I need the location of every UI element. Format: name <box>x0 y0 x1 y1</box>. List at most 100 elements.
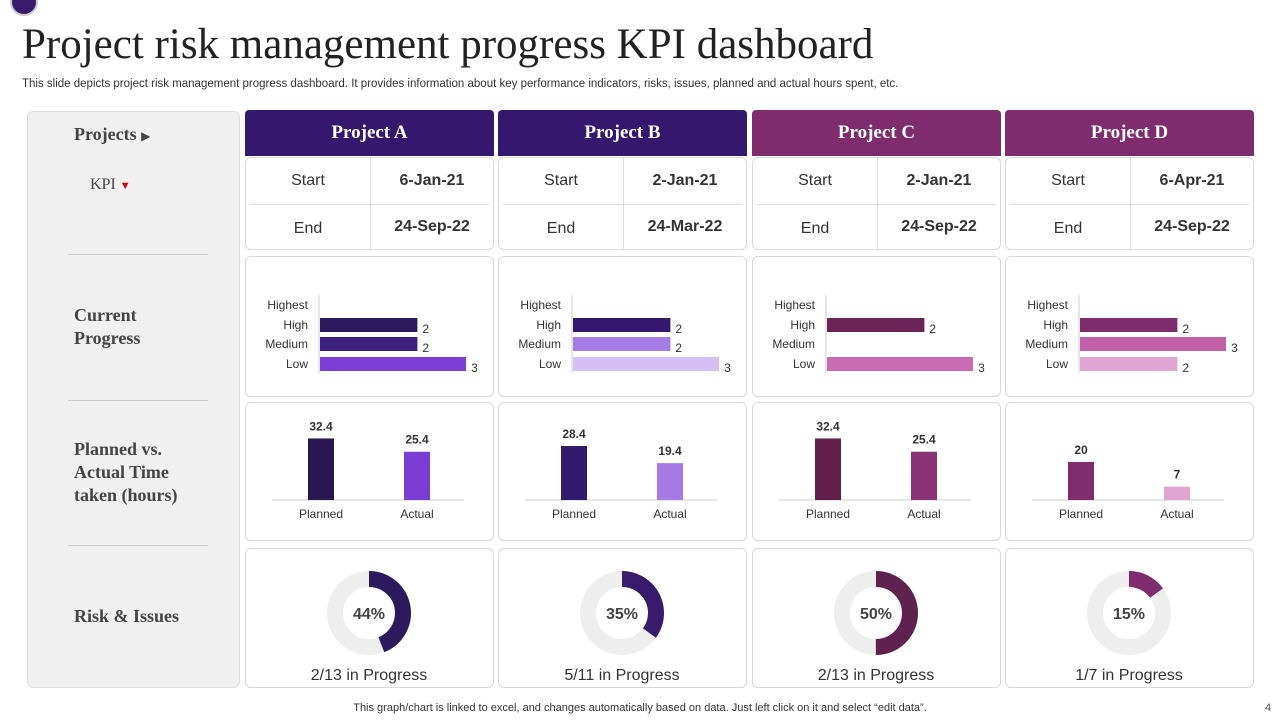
start-label: Start <box>798 172 832 189</box>
value-label: 25.4 <box>912 433 936 447</box>
risk-card: 44% 2/13 in Progress <box>245 548 494 688</box>
category-label: High <box>283 318 308 332</box>
category-label: Medium <box>265 337 308 351</box>
value-label: 3 <box>471 361 478 375</box>
divider <box>68 254 208 255</box>
donut-label: 15% <box>1113 606 1145 623</box>
start-date: 6-Jan-21 <box>399 172 465 189</box>
donut-arc <box>834 571 918 655</box>
progress-card: Highest High 2 Medium 2 Low 3 <box>245 256 494 397</box>
donut-label: 50% <box>860 606 892 623</box>
value-label: 2 <box>422 341 429 355</box>
value-label: 2 <box>675 322 682 336</box>
bar <box>827 318 925 332</box>
donut-arc <box>327 571 411 655</box>
bar <box>1080 357 1178 371</box>
start-date: 2-Jan-21 <box>906 172 972 189</box>
hours-label: Planned vs. Actual Time taken (hours) <box>74 439 178 505</box>
category-label: Highest <box>774 298 815 312</box>
progress-chart: Highest High 2 Medium Low 3 <box>772 295 985 375</box>
category-label: Highest <box>1027 298 1068 312</box>
start-date: 2-Jan-21 <box>652 172 718 189</box>
start-label: Start <box>544 172 578 189</box>
value-label: 25.4 <box>405 433 429 447</box>
project-header: Project B <box>498 110 747 156</box>
h-divider <box>503 204 742 205</box>
bar <box>308 438 334 500</box>
dates-card: Start 6-Apr-21 End 24-Sep-22 <box>1005 157 1254 251</box>
risk-caption: 1/7 in Progress <box>1075 667 1183 684</box>
value-label: 32.4 <box>309 419 333 433</box>
risk-donut: 15% 1/7 in Progress <box>1075 571 1183 684</box>
bar <box>911 451 937 500</box>
subtitle: This slide depicts project risk manageme… <box>22 78 899 90</box>
value-label: 3 <box>978 361 985 375</box>
end-date: 24-Mar-22 <box>647 218 723 235</box>
bar <box>573 318 671 332</box>
category-label: Highest <box>520 298 561 312</box>
bar <box>320 337 418 351</box>
risk-caption: 2/13 in Progress <box>311 667 428 684</box>
category-label: Low <box>1046 357 1068 371</box>
bar <box>404 451 430 500</box>
progress-card: Highest High 2 Medium 2 Low 3 <box>498 256 747 397</box>
donut-arc <box>1087 571 1171 655</box>
category-label: High <box>536 318 561 332</box>
risk-donut: 35% 5/11 in Progress <box>564 571 680 684</box>
value-label: 20 <box>1074 443 1088 457</box>
category-label: Planned <box>1059 507 1103 521</box>
kpi-label: KPI ▼ <box>90 176 131 194</box>
end-label: End <box>1053 220 1083 237</box>
progress-chart: Highest High 2 Medium 2 Low 3 <box>518 295 731 375</box>
end-label: End <box>293 220 323 237</box>
bar <box>827 357 974 371</box>
category-label: Actual <box>653 507 686 521</box>
hours-card: 32.4 Planned 25.4 Actual <box>752 402 1001 541</box>
progress-card: Highest High 2 Medium Low 3 <box>752 256 1001 397</box>
donut-label: 44% <box>353 606 385 623</box>
hours-chart: 20 Planned 7 Actual <box>1032 443 1224 521</box>
donut-arc <box>580 571 664 655</box>
hours-chart: 28.4 Planned 19.4 Actual <box>525 427 717 521</box>
risk-card: 15% 1/7 in Progress <box>1005 548 1254 688</box>
end-label: End <box>800 220 830 237</box>
category-label: Highest <box>267 298 308 312</box>
donut-label: 35% <box>606 606 638 623</box>
category-label: Low <box>539 357 561 371</box>
category-label: Actual <box>907 507 940 521</box>
bar <box>573 337 671 351</box>
logo-dot <box>10 0 38 16</box>
title: Project risk management progress KPI das… <box>22 21 874 68</box>
end-label: End <box>546 220 576 237</box>
risk-card: 35% 5/11 in Progress <box>498 548 747 688</box>
hours-card: 28.4 Planned 19.4 Actual <box>498 402 747 541</box>
category-label: Planned <box>552 507 596 521</box>
end-date: 24-Sep-22 <box>394 218 470 235</box>
start-date: 6-Apr-21 <box>1159 172 1225 189</box>
start-label: Start <box>1051 172 1085 189</box>
page-number: 4 <box>1265 702 1272 714</box>
hours-card: 20 Planned 7 Actual <box>1005 402 1254 541</box>
value-label: 2 <box>1182 361 1189 375</box>
h-divider <box>757 204 996 205</box>
start-label: Start <box>291 172 325 189</box>
category-label: High <box>1043 318 1068 332</box>
bar <box>561 446 587 500</box>
category-label: Planned <box>299 507 343 521</box>
value-label: 3 <box>724 361 731 375</box>
kpi-text: KPI <box>90 176 116 193</box>
category-label: High <box>790 318 815 332</box>
value-label: 2 <box>675 341 682 355</box>
category-label: Planned <box>806 507 850 521</box>
bar <box>1080 337 1227 351</box>
value-label: 2 <box>422 322 429 336</box>
risk-card: 50% 2/13 in Progress <box>752 548 1001 688</box>
category-label: Medium <box>772 337 815 351</box>
risk-donut: 50% 2/13 in Progress <box>818 571 934 684</box>
project-header: Project D <box>1005 110 1254 156</box>
end-date: 24-Sep-22 <box>901 218 977 235</box>
bar <box>573 357 720 371</box>
value-label: 32.4 <box>816 419 840 433</box>
bar <box>1068 462 1094 500</box>
hours-chart: 32.4 Planned 25.4 Actual <box>779 419 971 521</box>
